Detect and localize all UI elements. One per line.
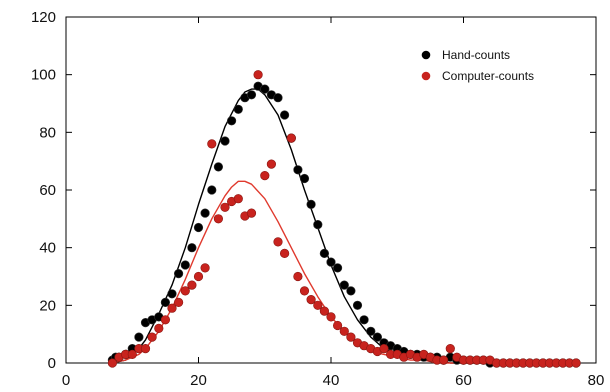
data-point bbox=[220, 202, 230, 212]
data-point bbox=[233, 194, 243, 204]
tick-labels: 0 20 40 60 80 100 120 0 20 40 60 80 bbox=[31, 9, 604, 389]
data-point bbox=[233, 104, 243, 114]
data-point bbox=[280, 248, 290, 258]
data-point bbox=[253, 70, 263, 80]
data-point bbox=[246, 208, 257, 218]
data-point bbox=[193, 271, 204, 282]
data-point bbox=[273, 237, 283, 247]
data-point bbox=[227, 116, 237, 126]
data-point bbox=[339, 280, 349, 290]
data-point bbox=[346, 332, 356, 342]
data-point bbox=[299, 173, 310, 184]
y-tick-label: 120 bbox=[31, 9, 56, 26]
data-point bbox=[266, 159, 277, 169]
data-point bbox=[147, 332, 157, 342]
fit-curves bbox=[112, 88, 577, 364]
data-point bbox=[180, 260, 190, 270]
data-point bbox=[346, 286, 356, 296]
data-point bbox=[167, 289, 177, 299]
x-tick-label: 0 bbox=[62, 372, 70, 389]
y-tick-label: 40 bbox=[39, 240, 56, 257]
data-point bbox=[160, 315, 170, 325]
data-point bbox=[200, 263, 210, 273]
data-point bbox=[280, 110, 290, 120]
data-point bbox=[306, 295, 316, 305]
data-point bbox=[107, 358, 117, 368]
data-point bbox=[174, 297, 184, 308]
data-point bbox=[366, 326, 376, 336]
data-point bbox=[372, 332, 383, 342]
data-point bbox=[187, 280, 197, 290]
data-point bbox=[571, 358, 581, 368]
axes bbox=[65, 16, 597, 364]
data-point bbox=[326, 312, 336, 322]
data-point bbox=[293, 271, 303, 282]
x-tick-label: 20 bbox=[190, 372, 207, 389]
data-point bbox=[313, 300, 323, 310]
data-point bbox=[445, 344, 455, 354]
data-point bbox=[273, 93, 283, 103]
data-point bbox=[180, 286, 190, 296]
legend-marker bbox=[421, 71, 431, 81]
data-point bbox=[319, 306, 330, 316]
data-point bbox=[246, 90, 257, 100]
data-point bbox=[207, 139, 217, 149]
x-tick-label: 60 bbox=[455, 372, 472, 389]
data-points bbox=[107, 70, 581, 368]
legend-marker bbox=[421, 50, 431, 60]
data-point bbox=[306, 199, 316, 209]
data-point bbox=[359, 315, 369, 325]
legend-label: Computer-counts bbox=[442, 69, 534, 83]
data-point bbox=[220, 136, 230, 146]
legend-label: Hand-counts bbox=[442, 48, 510, 62]
data-point bbox=[439, 355, 449, 365]
y-tick-label: 80 bbox=[39, 124, 56, 141]
data-point bbox=[299, 286, 310, 296]
data-point bbox=[213, 162, 223, 172]
data-point bbox=[333, 263, 343, 273]
data-point bbox=[333, 320, 343, 331]
data-point bbox=[326, 257, 336, 267]
y-tick-label: 20 bbox=[39, 297, 56, 314]
y-tick-label: 0 bbox=[48, 355, 56, 372]
data-point bbox=[352, 300, 363, 310]
data-point bbox=[260, 84, 270, 94]
data-point bbox=[200, 208, 210, 218]
data-point bbox=[134, 332, 144, 342]
data-point bbox=[174, 269, 184, 279]
data-point bbox=[167, 303, 177, 313]
data-point bbox=[193, 222, 204, 233]
legend: Hand-counts Computer-counts bbox=[421, 48, 534, 83]
data-point bbox=[319, 248, 330, 258]
data-point bbox=[160, 297, 170, 308]
data-point bbox=[339, 326, 349, 336]
y-tick-label: 100 bbox=[31, 67, 56, 84]
data-point bbox=[293, 165, 303, 175]
data-point bbox=[207, 185, 217, 195]
data-point bbox=[154, 323, 164, 334]
x-tick-label: 80 bbox=[588, 372, 605, 389]
data-point bbox=[213, 214, 223, 224]
data-point bbox=[140, 344, 151, 354]
data-point bbox=[127, 349, 137, 360]
data-point bbox=[379, 344, 389, 354]
data-point bbox=[313, 220, 323, 230]
data-point bbox=[260, 171, 270, 181]
y-tick-label: 60 bbox=[39, 182, 56, 199]
data-point bbox=[286, 133, 296, 143]
x-tick-label: 40 bbox=[323, 372, 340, 389]
data-point bbox=[187, 243, 197, 253]
fit-curve-2 bbox=[112, 88, 577, 364]
